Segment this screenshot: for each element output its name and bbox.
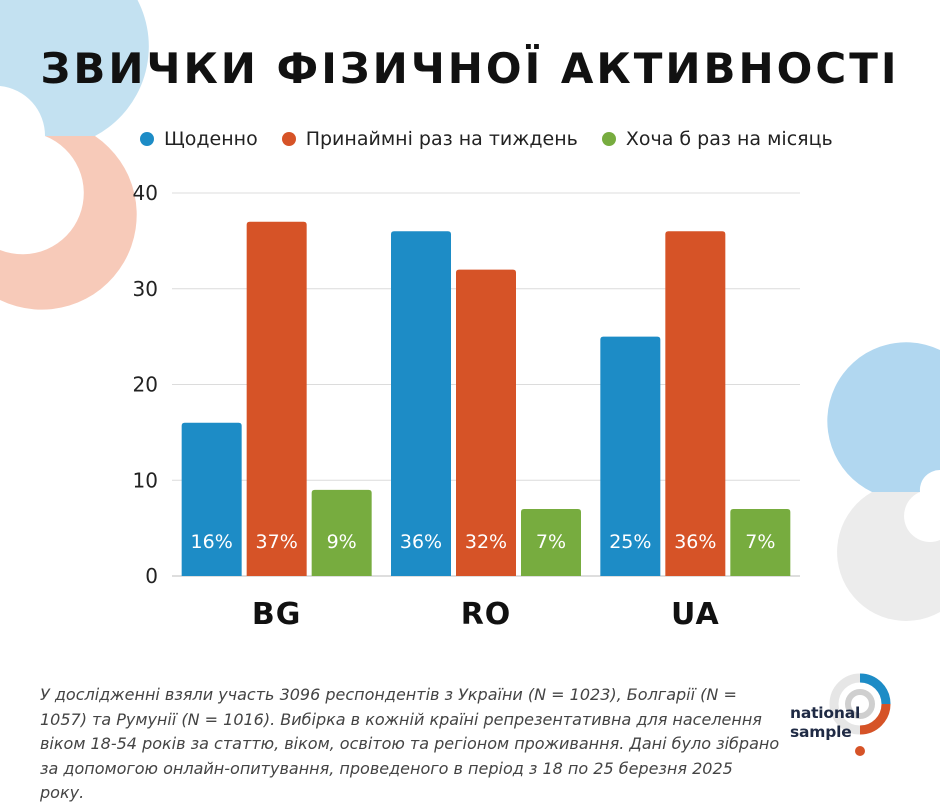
chart-title: ЗВИЧКИ ФІЗИЧНОЇ АКТИВНОСТІ xyxy=(40,44,900,93)
logo-text: national sample xyxy=(790,704,860,742)
bar xyxy=(730,508,791,576)
y-tick-label: 10 xyxy=(133,468,158,492)
legend-item-monthly: Хоча б раз на місяць xyxy=(601,128,833,150)
legend-swatch-weekly xyxy=(281,132,296,146)
data-label: 9% xyxy=(327,531,357,553)
x-category-label: RO xyxy=(461,597,512,632)
legend: Щоденно Принаймні раз на тиждень Хоча б … xyxy=(140,128,833,150)
data-label: 36% xyxy=(400,531,442,553)
data-label: 37% xyxy=(256,531,298,553)
y-tick-label: 0 xyxy=(145,564,158,588)
decorative-ring-top-left xyxy=(0,0,149,310)
data-label: 16% xyxy=(191,531,233,553)
bar xyxy=(311,489,372,576)
bar xyxy=(391,231,451,577)
bar-chart: 0 10 20 30 40 16% 37% 9% BG 36% 32% 7% RO 25% 36% 7% UA xyxy=(133,181,800,632)
data-label: 25% xyxy=(609,531,651,553)
decorative-ring-right xyxy=(827,342,940,621)
bar xyxy=(181,422,242,576)
bar xyxy=(456,269,516,576)
y-tick-label: 30 xyxy=(133,277,158,301)
footnote: У дослідженні взяли участь 3096 респонде… xyxy=(40,685,780,802)
y-tick-label: 20 xyxy=(133,373,158,397)
legend-label-weekly: Принаймні раз на тиждень xyxy=(305,128,578,150)
legend-item-weekly: Принаймні раз на тиждень xyxy=(281,128,578,150)
data-label: 7% xyxy=(745,531,775,553)
legend-label-monthly: Хоча б раз на місяць xyxy=(625,128,833,150)
data-label: 7% xyxy=(536,531,566,553)
data-label: 36% xyxy=(674,531,716,553)
legend-item-daily: Щоденно xyxy=(140,128,258,150)
background-decoration xyxy=(0,0,940,621)
legend-swatch-daily xyxy=(140,132,154,146)
logo-mark-icon xyxy=(829,673,891,756)
data-label: 32% xyxy=(465,531,507,553)
legend-swatch-monthly xyxy=(601,132,616,146)
y-tick-label: 40 xyxy=(133,181,158,205)
national-sample-logo: national sample xyxy=(784,664,914,764)
logo-text-line1: national xyxy=(790,704,861,722)
logo-text-line2: sample xyxy=(790,723,852,741)
legend-label-daily: Щоденно xyxy=(164,128,258,150)
x-category-label: UA xyxy=(671,597,720,632)
bar xyxy=(600,336,661,576)
bar xyxy=(665,231,726,577)
bar xyxy=(246,221,307,576)
x-category-label: BG xyxy=(252,597,302,632)
bar xyxy=(521,508,581,576)
